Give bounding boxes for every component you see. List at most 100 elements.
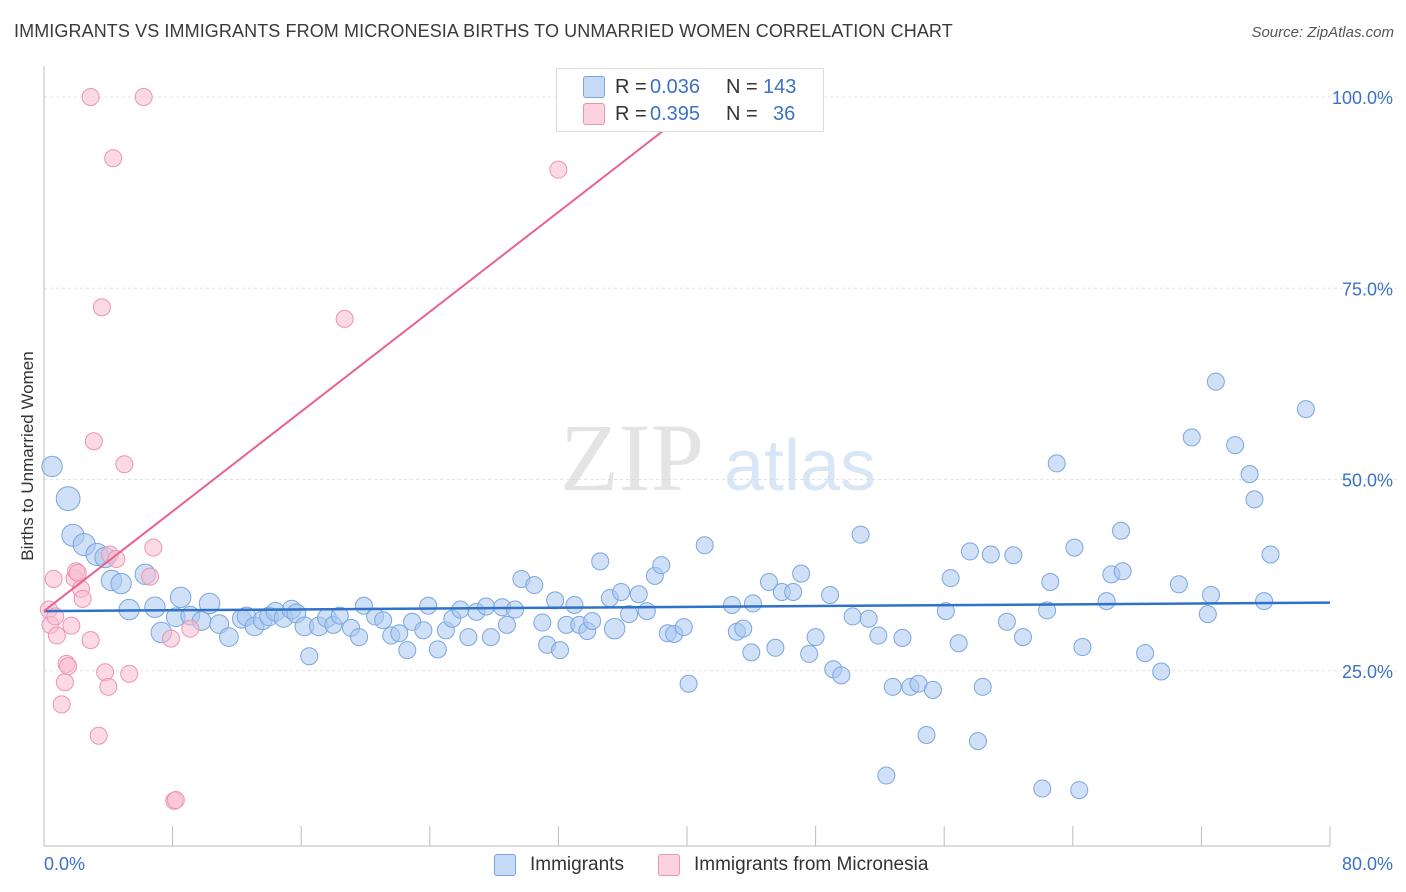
data-point-immigrants — [55, 486, 81, 512]
data-point-micronesia — [107, 550, 126, 569]
data-point-immigrants — [1097, 592, 1116, 611]
data-point-immigrants — [843, 607, 862, 626]
data-point-immigrants — [477, 597, 496, 616]
data-point-immigrants — [551, 641, 570, 660]
y-tick-label: 50.0% — [1342, 471, 1393, 491]
stats-legend: R = 0.036 N = 143 R = 0.395 N = 36 — [556, 68, 824, 132]
data-point-immigrants — [1113, 562, 1132, 581]
data-point-immigrants — [674, 618, 693, 637]
data-point-immigrants — [1033, 779, 1052, 798]
data-point-immigrants — [960, 542, 979, 561]
data-point-micronesia — [52, 695, 71, 714]
axes — [43, 66, 1331, 847]
data-point-immigrants — [144, 596, 166, 618]
series-immigrants — [41, 372, 1315, 800]
data-point-immigrants — [883, 677, 902, 696]
data-point-immigrants — [800, 644, 819, 663]
data-point-immigrants — [198, 592, 221, 615]
data-point-immigrants — [414, 621, 433, 640]
data-point-immigrants — [300, 647, 319, 666]
data-point-immigrants — [1065, 538, 1084, 557]
r-value: 0.036 — [650, 75, 701, 98]
data-point-immigrants — [637, 602, 656, 621]
x-tick-label-max: 80.0% — [1342, 854, 1393, 874]
data-point-immigrants — [1226, 436, 1245, 455]
data-point-immigrants — [110, 572, 132, 595]
data-point-immigrants — [1136, 644, 1155, 663]
data-point-immigrants — [792, 564, 811, 583]
data-point-immigrants — [390, 624, 409, 643]
data-point-immigrants — [832, 666, 851, 685]
data-point-immigrants — [350, 628, 369, 647]
x-tick-label-min: 0.0% — [44, 854, 85, 874]
data-point-immigrants — [723, 595, 742, 614]
data-point-micronesia — [144, 538, 163, 557]
data-point-immigrants — [505, 600, 524, 619]
data-point-immigrants — [620, 605, 639, 624]
tick-labels: 25.0% 50.0% 75.0% 100.0% 0.0% 80.0% — [44, 88, 1393, 874]
data-point-micronesia — [335, 309, 354, 328]
data-point-micronesia — [89, 726, 108, 745]
data-point-immigrants — [766, 638, 785, 657]
data-point-immigrants — [1182, 428, 1201, 447]
legend-item-micronesia[interactable]: Immigrants from Micronesia — [658, 851, 928, 879]
data-point-immigrants — [949, 634, 968, 653]
data-point-immigrants — [1047, 454, 1066, 473]
data-point-immigrants — [917, 726, 936, 745]
data-point-micronesia — [96, 663, 115, 682]
data-point-immigrants — [973, 677, 992, 696]
data-point-immigrants — [419, 596, 438, 615]
data-point-immigrants — [679, 674, 698, 693]
legend-item-immigrants[interactable]: Immigrants — [494, 851, 624, 879]
data-point-micronesia — [81, 88, 100, 106]
data-point-immigrants — [481, 628, 500, 647]
data-point-immigrants — [759, 573, 778, 592]
n-label: N = — [726, 102, 758, 125]
r-label: R = — [615, 75, 647, 98]
data-point-micronesia — [549, 160, 568, 179]
data-point-immigrants — [695, 536, 714, 555]
data-point-micronesia — [81, 631, 100, 650]
data-point-immigrants — [981, 545, 1000, 564]
data-point-immigrants — [877, 766, 896, 785]
trend-lines — [43, 111, 1331, 613]
data-point-immigrants — [941, 569, 960, 588]
data-point-immigrants — [806, 628, 825, 647]
data-point-immigrants — [1245, 490, 1264, 509]
data-point-immigrants — [784, 582, 803, 601]
data-point-immigrants — [374, 611, 393, 630]
data-point-immigrants — [428, 640, 447, 659]
data-point-immigrants — [459, 628, 478, 647]
data-point-immigrants — [821, 586, 840, 605]
series-legend: Immigrants Immigrants from Micronesia — [0, 851, 1406, 879]
data-point-immigrants — [1013, 628, 1032, 647]
data-point-micronesia — [181, 619, 200, 638]
data-point-immigrants — [629, 585, 648, 604]
r-value: 0.395 — [650, 102, 701, 125]
data-point-immigrants — [1240, 465, 1259, 484]
data-point-immigrants — [169, 586, 192, 609]
data-point-immigrants — [997, 612, 1016, 631]
source-label: Source: ZipAtlas.com — [1251, 24, 1394, 41]
data-point-immigrants — [1198, 605, 1217, 624]
data-point-immigrants — [1255, 592, 1274, 611]
trend-line-immigrants — [43, 601, 1331, 613]
data-point-immigrants — [1070, 781, 1089, 800]
data-point-immigrants — [1261, 545, 1280, 564]
data-point-micronesia — [134, 88, 153, 106]
data-point-immigrants — [742, 643, 761, 662]
data-point-immigrants — [612, 582, 631, 601]
data-point-immigrants — [330, 606, 349, 625]
data-point-immigrants — [546, 591, 565, 610]
data-point-micronesia — [44, 569, 63, 588]
data-point-immigrants — [591, 552, 610, 571]
y-tick-label: 75.0% — [1342, 279, 1393, 299]
swatch-micronesia — [583, 103, 605, 125]
data-point-immigrants — [1038, 601, 1057, 620]
swatch-immigrants — [583, 76, 605, 98]
data-point-immigrants — [936, 602, 955, 621]
data-point-immigrants — [1004, 546, 1023, 565]
data-point-micronesia — [55, 673, 74, 692]
data-point-immigrants — [893, 628, 912, 647]
